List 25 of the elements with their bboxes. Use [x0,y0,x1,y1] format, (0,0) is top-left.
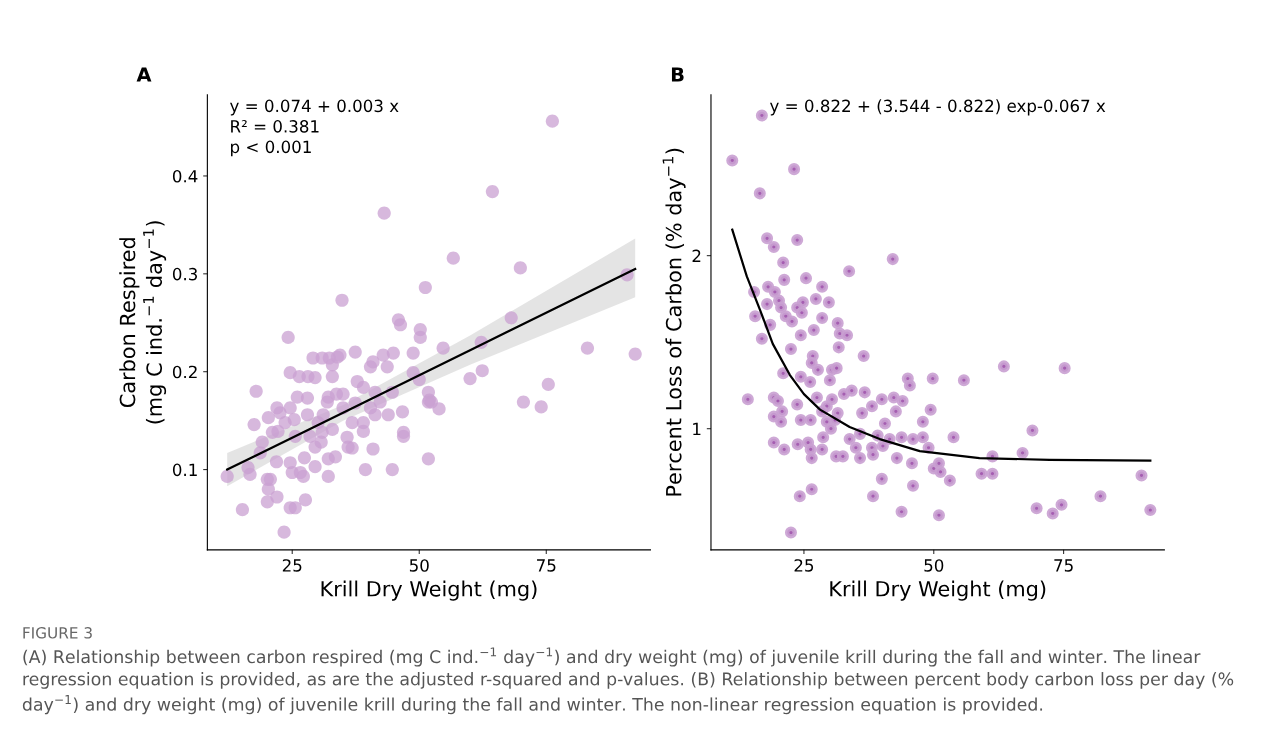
y-axis-title: Carbon Respired (mg C ind.$^{−1}$ day$^{−1}$) [119,221,167,424]
y-tick-label: 0.2 [172,365,197,379]
x-tick-label: 50 [409,559,429,572]
caption: FIGURE 3 [23,627,92,639]
annotation: p < 0.001 [231,140,311,157]
x-axis-title: Krill Dry Weight (mg) [321,580,537,601]
x-tick-label: 50 [924,559,944,572]
annotation: y = 0.074 + 0.003 x [230,99,399,116]
y-axis-title: Percent Loss of Carbon (% day$^{−1}$) [662,148,686,496]
line-series [731,228,1152,462]
y-tick-label: 0.1 [172,463,197,477]
y-tick-label: 1 [693,422,701,436]
text: (A) Relationship between carbon respired (mg C ind.$^{−1}$ day$^{−1}$) and dry weight (mg) of juvenile krill during the fall and winter. The linear regression equation is provided, as are the adjusted r-squared and p-values. (B) Relationship between percent body carbon loss per day (% day$^{−1}$) and dry weight (mg) of juvenile krill during the fall and winter. The non-linear regression equation is provided. [22,647,1234,715]
x-axis-title: Krill Dry Weight (mg) [830,580,1046,601]
chart-title: B [671,67,684,82]
y-tick-label: 2 [692,249,701,262]
annotation: R² = 0.381 [231,120,319,133]
x-tick-label: 75 [537,559,556,572]
y-tick-label: 0.3 [172,267,197,281]
y-tick-label: 0.4 [172,169,198,183]
x-tick-label: 25 [282,559,302,572]
annotation: y = 0.822 + (3.544 - 0.822) exp-0.067 x [770,99,1106,116]
x-tick-label: 25 [794,559,814,572]
chart-title: A [136,67,152,82]
x-tick-label: 75 [1054,559,1073,572]
